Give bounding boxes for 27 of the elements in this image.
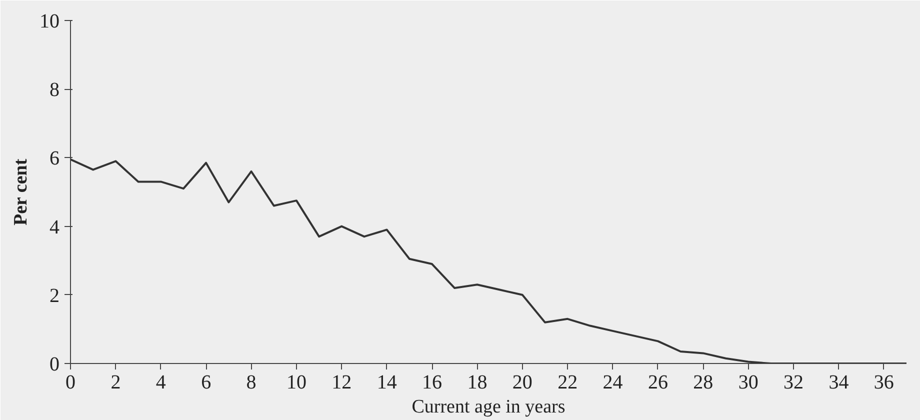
y-tick-label: 0 — [50, 354, 60, 376]
y-tick-label: 10 — [40, 10, 60, 32]
y-axis-title: Per cent — [10, 158, 32, 226]
x-axis-title: Current age in years — [412, 396, 566, 418]
x-tick-label: 22 — [558, 372, 578, 394]
x-tick-label: 4 — [156, 372, 166, 394]
x-tick-label: 16 — [422, 372, 442, 394]
y-tick-label: 4 — [50, 216, 60, 238]
x-tick-label: 34 — [828, 372, 849, 394]
x-tick-label: 26 — [648, 372, 668, 394]
x-tick-label: 0 — [66, 372, 76, 394]
x-tick-label: 20 — [512, 372, 532, 394]
x-tick-label: 12 — [332, 372, 352, 394]
x-tick-label: 14 — [376, 372, 397, 394]
x-tick-label: 8 — [246, 372, 256, 394]
x-tick-label: 28 — [693, 372, 714, 394]
x-tick-label: 36 — [874, 372, 894, 394]
x-tick-label: 6 — [201, 372, 212, 394]
x-tick-label: 10 — [286, 372, 306, 394]
x-tick-label: 30 — [738, 372, 758, 394]
x-tick-label: 18 — [467, 372, 488, 394]
x-tick-label: 2 — [110, 372, 121, 394]
y-tick-label: 8 — [50, 79, 60, 102]
x-tick-label: 24 — [602, 372, 623, 394]
x-tick-label: 32 — [784, 372, 804, 394]
y-tick-label: 6 — [50, 148, 60, 170]
y-tick-label: 2 — [50, 284, 60, 307]
